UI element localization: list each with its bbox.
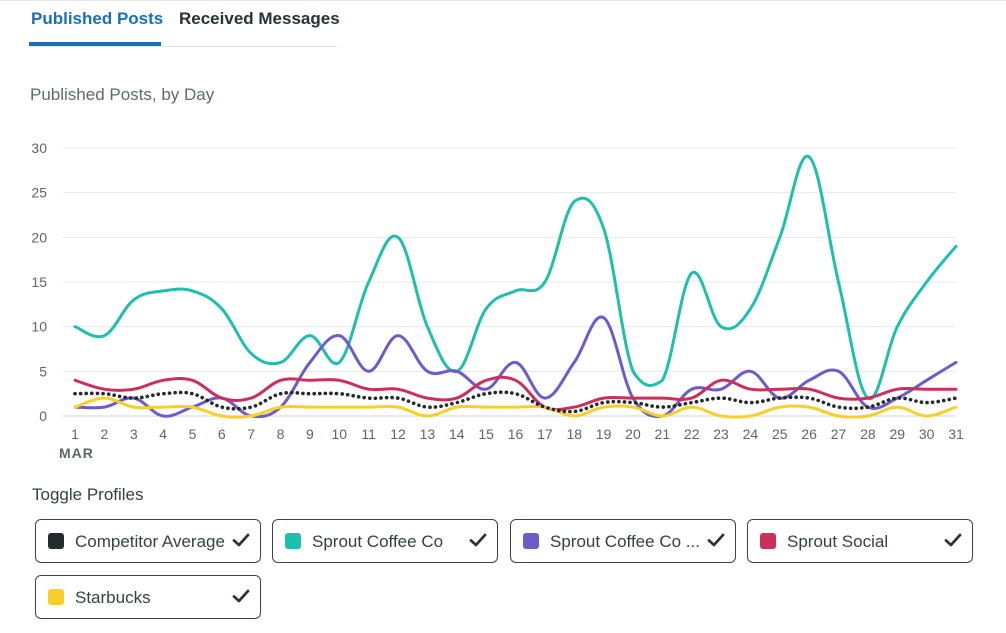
y-tick-label: 10: [31, 319, 47, 335]
toggle-starbucks[interactable]: Starbucks: [35, 575, 261, 619]
checkmark-icon: [469, 533, 487, 547]
top-divider: [0, 0, 1006, 1]
x-tick-label: 8: [277, 426, 285, 442]
checkmark-icon: [232, 589, 250, 603]
y-tick-label: 0: [39, 408, 47, 424]
color-swatch: [285, 533, 301, 549]
toggle-label: Starbucks: [75, 588, 151, 607]
x-tick-label: 3: [130, 426, 138, 442]
checkmark-icon: [232, 533, 250, 547]
x-tick-label: 10: [332, 426, 348, 442]
checkmark-icon: [707, 533, 725, 547]
x-tick-label: 11: [361, 426, 376, 442]
x-tick-label: 29: [889, 426, 905, 442]
x-tick-label: 19: [596, 426, 612, 442]
x-tick-label: 16: [508, 426, 524, 442]
x-tick-label: 12: [390, 426, 406, 442]
y-tick-label: 30: [31, 140, 47, 156]
toggle-sprout-coffee-co-2[interactable]: Sprout Coffee Co ...: [510, 519, 736, 563]
x-tick-label: 31: [948, 426, 964, 442]
tab-bar: Published Posts Received Messages: [29, 0, 340, 47]
x-tick-label: 20: [625, 426, 641, 442]
chart-title: Published Posts, by Day: [30, 85, 215, 104]
x-tick-label: 13: [420, 426, 436, 442]
x-tick-label: 25: [772, 426, 788, 442]
x-tick-label: 26: [801, 426, 817, 442]
x-tick-label: 6: [218, 426, 226, 442]
color-swatch: [523, 533, 539, 549]
x-tick-label: 5: [189, 426, 197, 442]
x-tick-label: 22: [684, 426, 700, 442]
series-line-3: [73, 396, 958, 419]
x-tick-label: 4: [159, 426, 167, 442]
x-tick-label: 2: [100, 426, 108, 442]
x-tick-label: 14: [449, 426, 465, 442]
x-tick-label: 28: [860, 426, 876, 442]
active-tab-indicator: [29, 42, 161, 46]
checkmark-icon: [944, 533, 962, 547]
x-tick-label: 30: [919, 426, 935, 442]
toggle-sprout-coffee-co[interactable]: Sprout Coffee Co: [272, 519, 498, 563]
x-tick-label: 18: [566, 426, 582, 442]
x-tick-label: 24: [743, 426, 759, 442]
x-tick-label: 27: [831, 426, 847, 442]
color-swatch: [48, 533, 64, 549]
y-tick-label: 15: [31, 274, 47, 290]
toggle-competitor-average[interactable]: Competitor Average: [35, 519, 261, 563]
y-tick-label: 25: [31, 185, 47, 201]
series-line-0: [73, 154, 958, 401]
x-tick-label: 23: [713, 426, 729, 442]
y-tick-label: 20: [31, 229, 47, 245]
tab-published-posts[interactable]: Published Posts: [31, 9, 164, 28]
toggle-label: Sprout Social: [787, 532, 889, 551]
x-tick-label: 9: [306, 426, 314, 442]
x-month-label: MAR: [59, 445, 94, 461]
y-tick-label: 5: [39, 363, 47, 379]
series-line-2: [73, 375, 958, 412]
toggle-label: Sprout Coffee Co: [312, 532, 444, 551]
tab-received-messages[interactable]: Received Messages: [179, 9, 340, 28]
x-tick-label: 21: [655, 426, 671, 442]
toggle-sprout-social[interactable]: Sprout Social: [747, 519, 973, 563]
color-swatch: [760, 533, 776, 549]
toggle-label: Competitor Average: [75, 532, 225, 551]
color-swatch: [48, 589, 64, 605]
x-tick-label: 7: [247, 426, 255, 442]
x-tick-label: 15: [478, 426, 494, 442]
series-line-4: [73, 390, 958, 414]
x-tick-label: 1: [71, 426, 79, 442]
x-tick-label: 17: [537, 426, 553, 442]
toggle-profiles-heading: Toggle Profiles: [32, 485, 144, 504]
toggle-label: Sprout Coffee Co ...: [550, 532, 700, 551]
